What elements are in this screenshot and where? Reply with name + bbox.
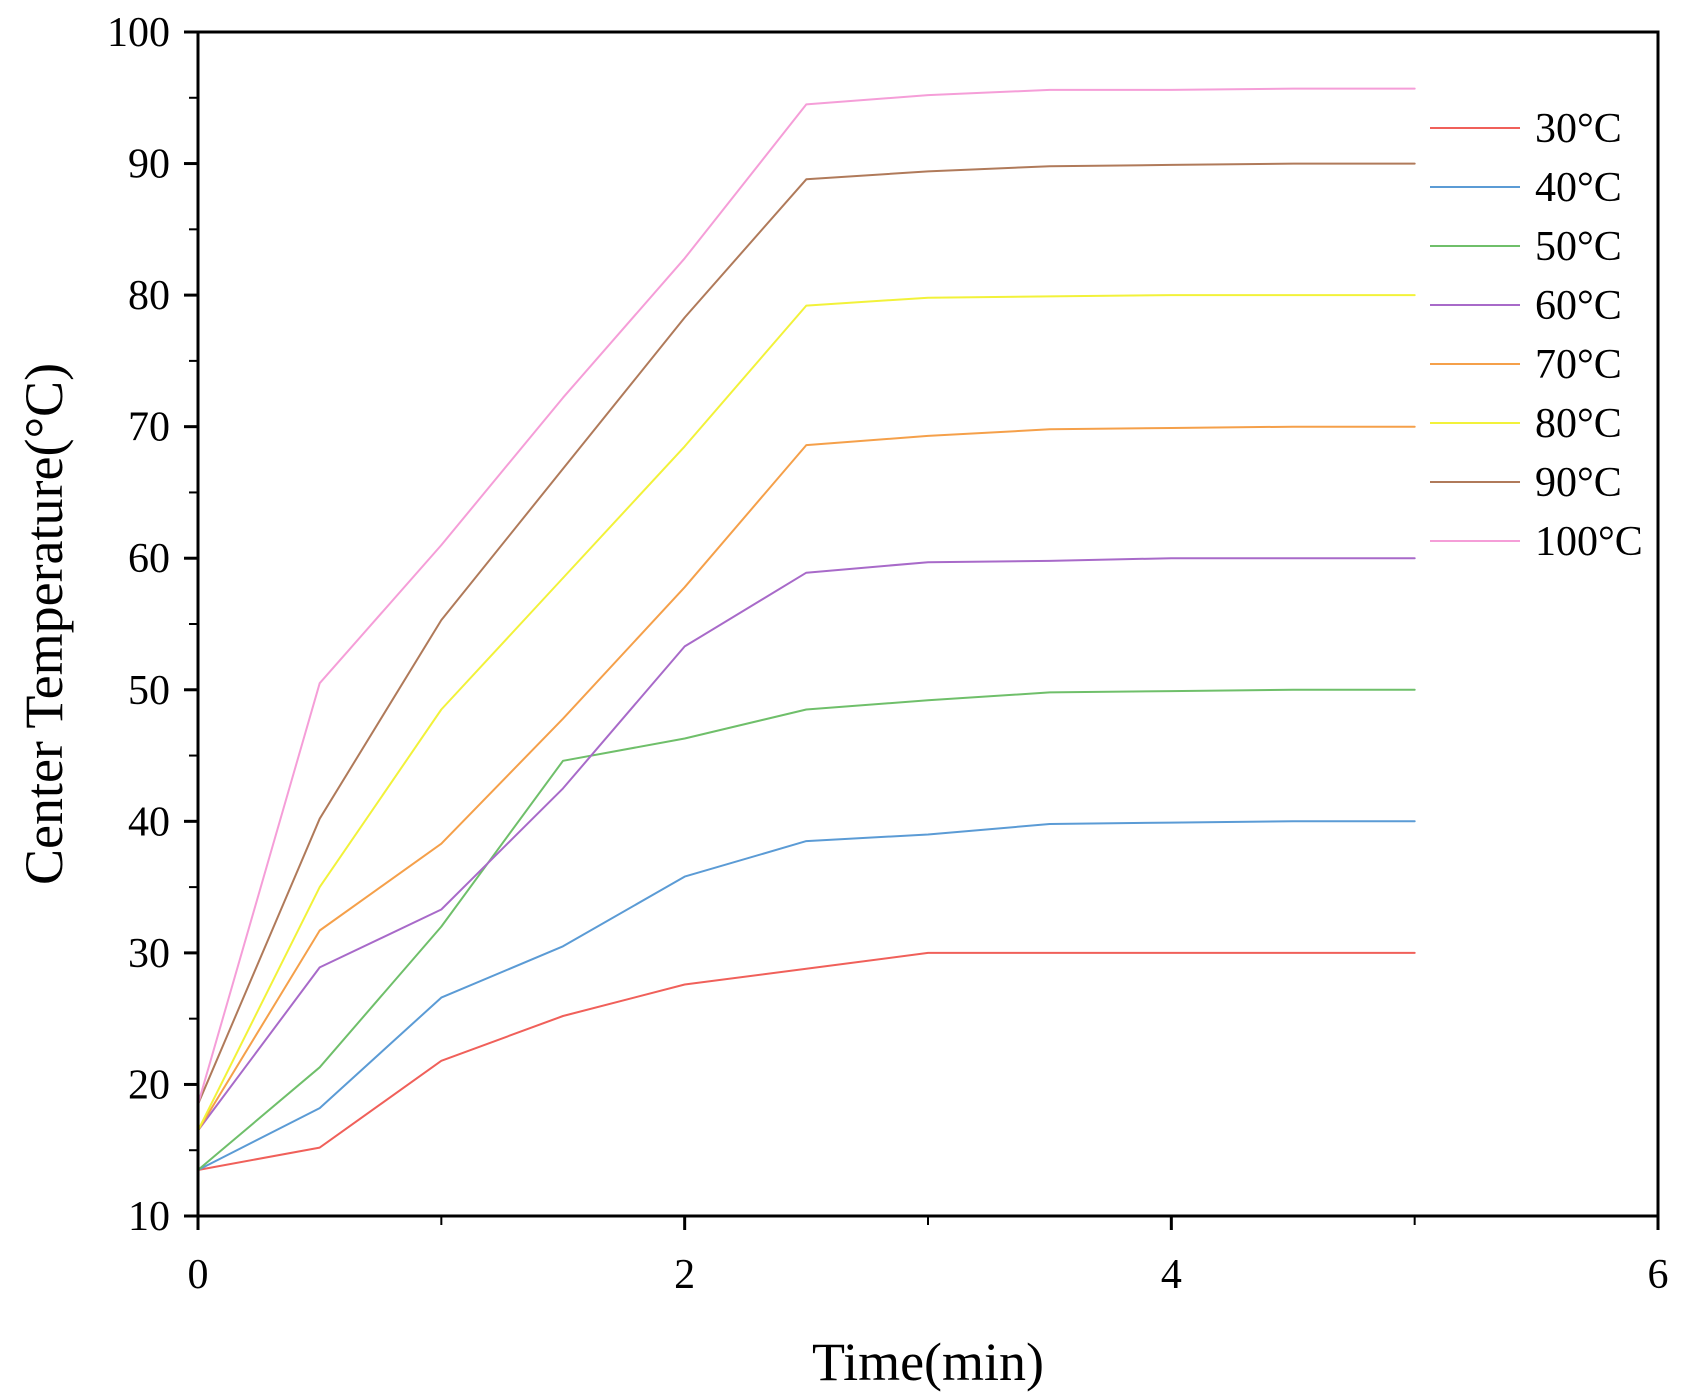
x-tick-label: 0 [188, 1252, 209, 1298]
y-tick-label: 90 [128, 142, 170, 188]
series-line-60CC [197, 557, 1416, 1132]
series-line-90CC [197, 162, 1416, 1106]
legend-label: 90°C [1535, 460, 1622, 506]
series-line-30CC [197, 951, 1416, 1171]
legend-label: 40°C [1535, 165, 1622, 211]
legend-label: 70°C [1535, 342, 1622, 388]
y-axis-title: Center Temperature(°C) [14, 363, 74, 885]
x-axis-title: Time(min) [812, 1332, 1044, 1392]
series-line-80CC [197, 294, 1416, 1132]
series-line-70CC [197, 425, 1416, 1132]
y-tick-label: 40 [128, 799, 170, 845]
y-tick-label: 20 [128, 1062, 170, 1108]
series-line-50CC [197, 688, 1416, 1171]
legend-label: 100°C [1535, 519, 1643, 565]
y-tick-label: 100 [107, 10, 170, 56]
x-tick-label: 6 [1648, 1252, 1669, 1298]
series-layer [197, 87, 1416, 1171]
x-tick-label: 2 [674, 1252, 695, 1298]
y-tick-label: 80 [128, 273, 170, 319]
legend-label: 30°C [1535, 106, 1622, 152]
legend: 30°C 40°C 50°C 60°C 70°C 80°C 90°C 100°C [1430, 106, 1643, 565]
y-tick-label: 30 [128, 931, 170, 977]
y-tick-label: 70 [128, 405, 170, 451]
x-tick-label: 4 [1161, 1252, 1182, 1298]
ticks-layer: 0 2 4 6 10 20 30 40 50 60 70 80 90 100 [107, 10, 1669, 1298]
series-line-100CC [197, 87, 1416, 1106]
y-tick-label: 60 [128, 536, 170, 582]
legend-label: 60°C [1535, 283, 1622, 329]
legend-label: 80°C [1535, 401, 1622, 447]
y-tick-label: 10 [128, 1194, 170, 1240]
y-tick-label: 50 [128, 668, 170, 714]
series-line-40CC [197, 820, 1416, 1171]
legend-label: 50°C [1535, 224, 1622, 270]
